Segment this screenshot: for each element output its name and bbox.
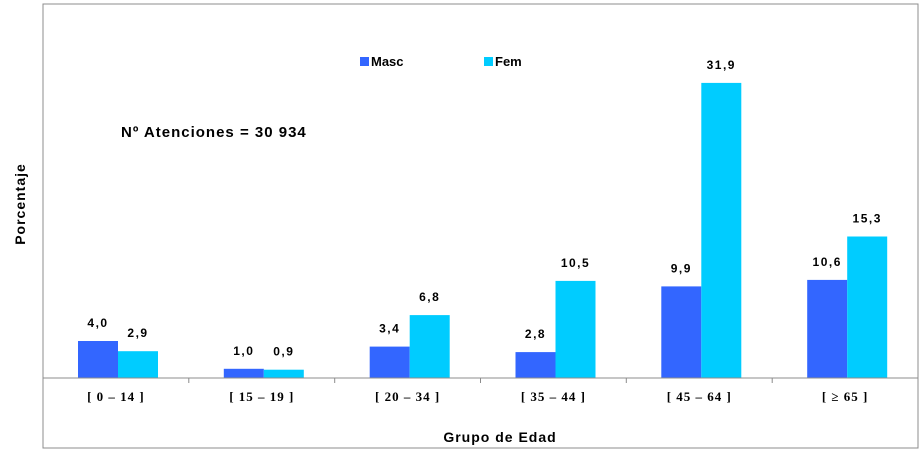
bar-masc-5: [661, 286, 702, 378]
bar-fem-2: [263, 369, 304, 378]
plot-area-border: [42, 3, 919, 449]
legend-swatch-fem: [484, 57, 493, 66]
x-axis-title: Grupo de Edad: [443, 429, 556, 445]
data-label-masc-3: 3,4: [379, 322, 400, 336]
bar-masc-4: [515, 352, 556, 378]
x-tick-label-4: [ 35 – 44 ]: [521, 389, 586, 404]
x-ticks-layer: [ 0 – 14 ] [ 15 – 19 ] [ 20 – 34 ] [ 35 – 4…: [42, 378, 919, 404]
bar-masc-1: [78, 341, 118, 378]
legend-swatch-masc: [360, 57, 369, 66]
bar-fem-1: [118, 351, 158, 378]
data-label-fem-3: 6,8: [419, 290, 440, 304]
data-label-masc-1: 4,0: [87, 316, 108, 330]
data-labels-layer: 4,0 2,9 1,0 0,9 3,4 6,8 2,8 10,5 9,9 31,9 10,6 15,3: [87, 58, 882, 359]
bar-masc-6: [807, 279, 848, 378]
legend-label-masc: Masc: [371, 54, 404, 69]
bar-masc-3: [369, 346, 410, 378]
data-label-fem-5: 31,9: [707, 58, 736, 72]
data-label-fem-4: 10,5: [561, 256, 590, 270]
bar-masc-2: [223, 368, 264, 379]
data-label-masc-5: 9,9: [671, 261, 692, 275]
data-label-fem-1: 2,9: [127, 326, 148, 340]
x-tick-label-5: [ 45 – 64 ]: [667, 389, 732, 404]
data-label-masc-4: 2,8: [525, 327, 546, 341]
bars-layer: [78, 82, 888, 379]
y-axis-title: Porcentaje: [12, 163, 28, 245]
bar-fem-6: [847, 236, 888, 378]
x-tick-label-6: [ ≥ 65 ]: [822, 389, 869, 404]
legend-label-fem: Fem: [495, 54, 522, 69]
bar-fem-3: [409, 315, 450, 378]
x-tick-label-1: [ 0 – 14 ]: [87, 389, 145, 404]
legend: Masc Fem: [360, 54, 522, 69]
x-tick-label-3: [ 20 – 34 ]: [375, 389, 440, 404]
data-label-fem-2: 0,9: [273, 345, 294, 359]
data-label-masc-6: 10,6: [813, 255, 842, 269]
data-label-masc-2: 1,0: [233, 344, 254, 358]
bar-fem-4: [555, 280, 596, 378]
x-tick-label-2: [ 15 – 19 ]: [229, 389, 294, 404]
total-attendances-annotation: Nº Atenciones = 30 934: [121, 124, 307, 141]
bar-fem-5: [701, 82, 742, 379]
data-label-fem-6: 15,3: [853, 212, 882, 226]
